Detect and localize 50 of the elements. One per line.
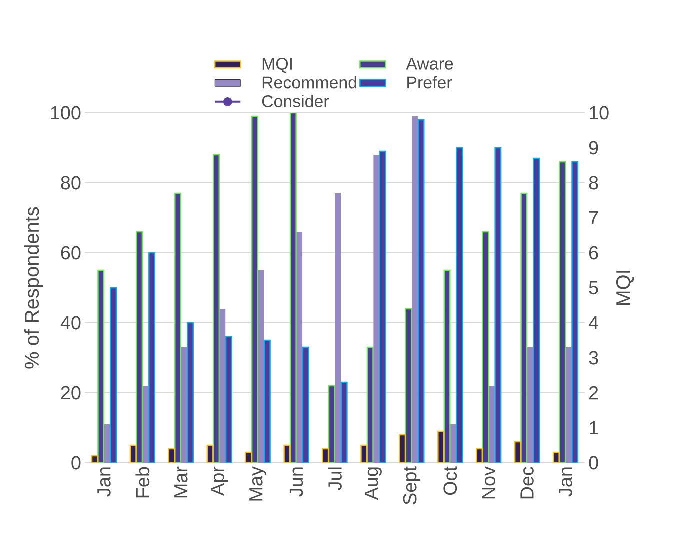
bar bbox=[296, 232, 303, 463]
x-tick-label: Mar bbox=[174, 466, 188, 498]
y2-tick-label: 8 bbox=[589, 176, 598, 190]
y-tick-label: 0 bbox=[72, 456, 81, 470]
bar bbox=[220, 309, 226, 463]
bar bbox=[335, 193, 341, 463]
x-tick-label: Jul bbox=[328, 468, 342, 490]
y2-tick-label: 7 bbox=[589, 211, 598, 225]
legend-label: MQI bbox=[262, 58, 292, 74]
bar bbox=[412, 116, 418, 463]
y-axis-title: % of Respondents bbox=[24, 207, 44, 369]
y2-tick-label: 10 bbox=[590, 106, 609, 120]
y2-tick-label: 1 bbox=[590, 421, 598, 435]
x-tick-label: May bbox=[250, 466, 267, 501]
y-tick-label: 20 bbox=[61, 386, 81, 400]
y2-tick-label: 5 bbox=[589, 281, 598, 295]
y2-axis-title: MQI bbox=[616, 271, 634, 306]
y-tick-label: 80 bbox=[61, 176, 81, 190]
x-tick-label: Dec bbox=[520, 467, 534, 499]
bar bbox=[566, 348, 572, 463]
bar bbox=[374, 154, 380, 463]
bar bbox=[142, 386, 149, 463]
y2-tick-label: 4 bbox=[588, 316, 598, 330]
bar bbox=[528, 348, 534, 463]
y2-tick-label: 2 bbox=[589, 386, 598, 400]
legend-label: Aware bbox=[406, 58, 454, 70]
bar bbox=[104, 424, 110, 463]
y-tick-label: 40 bbox=[60, 316, 81, 330]
bar bbox=[181, 348, 188, 463]
legend-label: Recommend bbox=[262, 76, 356, 89]
x-tick-label: Nov bbox=[482, 466, 496, 499]
legend-label: Prefer bbox=[408, 76, 452, 89]
bar bbox=[258, 270, 264, 463]
x-tick-label: Oct bbox=[444, 466, 458, 496]
legend-label: Consider bbox=[262, 95, 330, 108]
y2-tick-label: 3 bbox=[589, 351, 598, 365]
x-tick-label: Aug bbox=[364, 468, 382, 500]
x-tick-label: Jun bbox=[290, 468, 304, 497]
y-tick-label: 60 bbox=[61, 246, 81, 260]
x-tick-label: Jan bbox=[98, 468, 111, 497]
x-tick-label: Sept bbox=[403, 466, 420, 505]
x-tick-label: Apr bbox=[211, 466, 228, 496]
x-tick-label: Feb bbox=[136, 467, 150, 498]
y2-tick-label: 9 bbox=[589, 141, 598, 155]
y2-tick-label: 0 bbox=[589, 456, 598, 470]
bar bbox=[489, 386, 495, 463]
bar bbox=[450, 424, 456, 463]
y2-tick-label: 6 bbox=[589, 246, 598, 260]
y-tick-label: 100 bbox=[51, 106, 81, 120]
x-tick-label: Jan bbox=[559, 468, 572, 497]
